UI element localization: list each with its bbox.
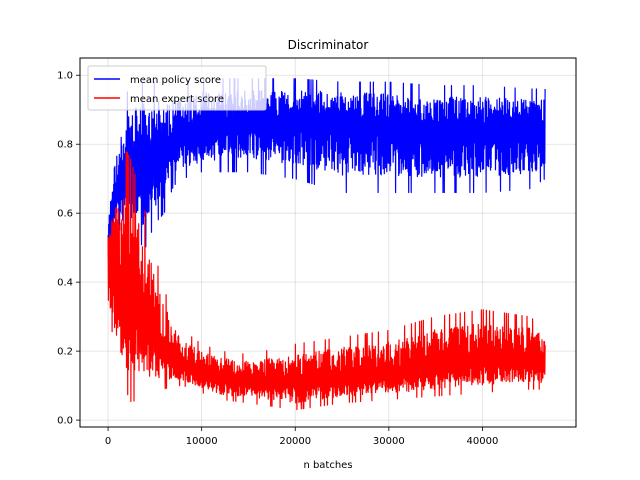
series-layer (107, 78, 546, 411)
y-tick-label: 0.8 (57, 140, 73, 151)
legend-label-policy: mean policy score (130, 75, 221, 86)
x-tick-label: 30000 (373, 436, 405, 447)
x-tick-label: 40000 (467, 436, 499, 447)
x-tick-label: 10000 (186, 436, 218, 447)
x-axis-label: n batches (303, 460, 352, 471)
axes-frame (79, 57, 577, 428)
y-tick-label: 1.0 (57, 71, 73, 82)
series-line-expert (107, 151, 546, 411)
y-tick-label: 0.0 (57, 416, 73, 427)
ticks: 0 10000 20000 30000 40000 0.0 0.2 0.4 0.6 0.8 1.0 (57, 71, 498, 447)
x-tick-label: 0 (105, 436, 111, 447)
legend: mean policy score mean expert score (87, 65, 267, 111)
legend-label-expert: mean expert score (130, 94, 224, 105)
chart-title: Discriminator (288, 38, 369, 52)
legend-box (87, 65, 267, 111)
y-tick-label: 0.4 (57, 278, 73, 289)
series-line-policy (107, 78, 546, 259)
y-tick-label: 0.2 (57, 347, 73, 358)
y-tick-label: 0.6 (57, 209, 73, 220)
x-tick-label: 20000 (279, 436, 311, 447)
